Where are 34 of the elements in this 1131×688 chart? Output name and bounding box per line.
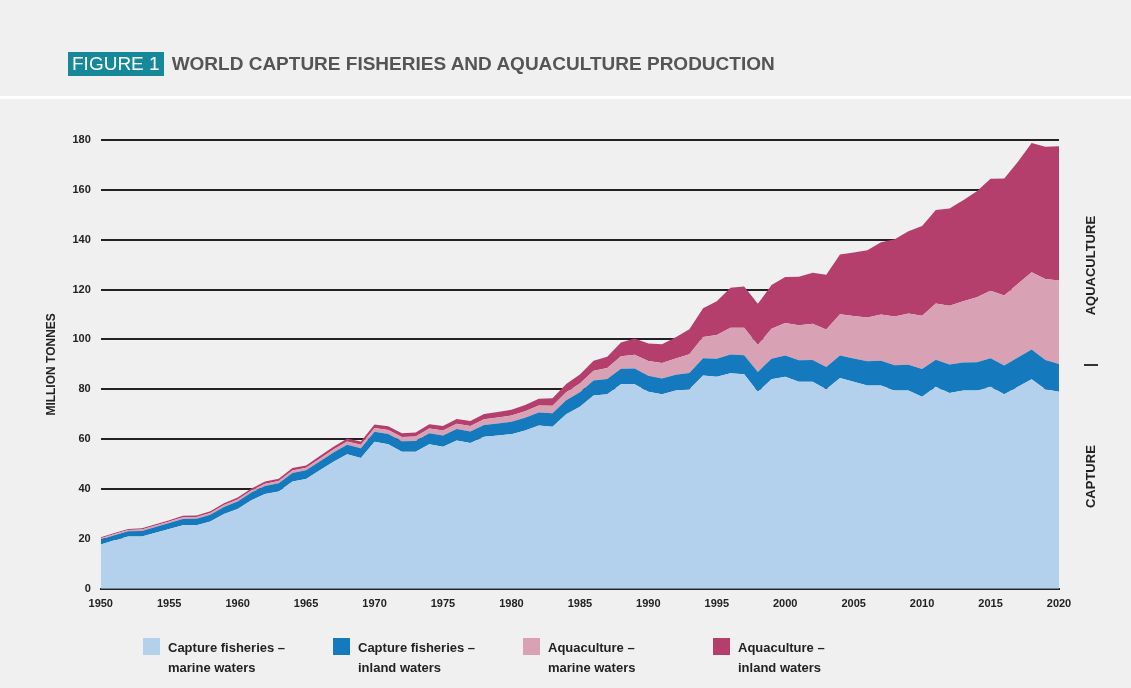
y-tick-label: 120 [72, 282, 91, 295]
y-tick-label: 0 [84, 581, 91, 594]
text: CAPTURE [1082, 444, 1098, 509]
x-tick-label: 2005 [841, 597, 866, 610]
x-tick-label: 1970 [362, 597, 387, 610]
x-tick-label: 1965 [293, 597, 319, 610]
y-tick-label: 80 [78, 382, 91, 395]
x-tick-label: 2000 [772, 597, 798, 610]
y-tick-label: 20 [78, 531, 91, 544]
x-tick-label: 2020 [1046, 597, 1072, 610]
y-tick-label: 160 [72, 182, 91, 195]
x-tick-label: 1980 [499, 597, 524, 610]
chart-title: WORLD CAPTURE FISHERIES AND AQUACULTURE PRODUCTION [171, 53, 775, 75]
y-tick-label: 140 [72, 232, 91, 245]
x-tick-label: 1995 [704, 597, 730, 610]
x-tick-label: 2015 [978, 597, 1003, 610]
y-tick-label: 180 [72, 133, 91, 146]
y-tick-label: 100 [72, 332, 91, 345]
x-tick-label: 1985 [567, 597, 593, 610]
x-tick-label: 1955 [156, 597, 182, 610]
legend-label: Capture fisheries – marine waters [168, 639, 287, 677]
x-tick-label: 1960 [225, 597, 250, 610]
x-tick-label: 2010 [909, 597, 935, 610]
x-tick-label: 1975 [430, 597, 456, 610]
legend-label: Capture fisheries – inland waters [358, 639, 477, 677]
legend-label: Aquaculture – inland waters [738, 639, 826, 677]
y-tick-label: 60 [78, 432, 91, 445]
caption: FIGURE 1 [68, 52, 164, 76]
text: AQUACULTURE [1082, 215, 1098, 316]
x-tick-label: 1990 [636, 597, 661, 610]
x-tick-label: 1950 [88, 597, 113, 610]
y-axis-title: MILLION TONNES [43, 313, 58, 416]
legend-label: Aquaculture – marine waters [548, 639, 637, 677]
y-tick-label: 40 [78, 482, 91, 495]
